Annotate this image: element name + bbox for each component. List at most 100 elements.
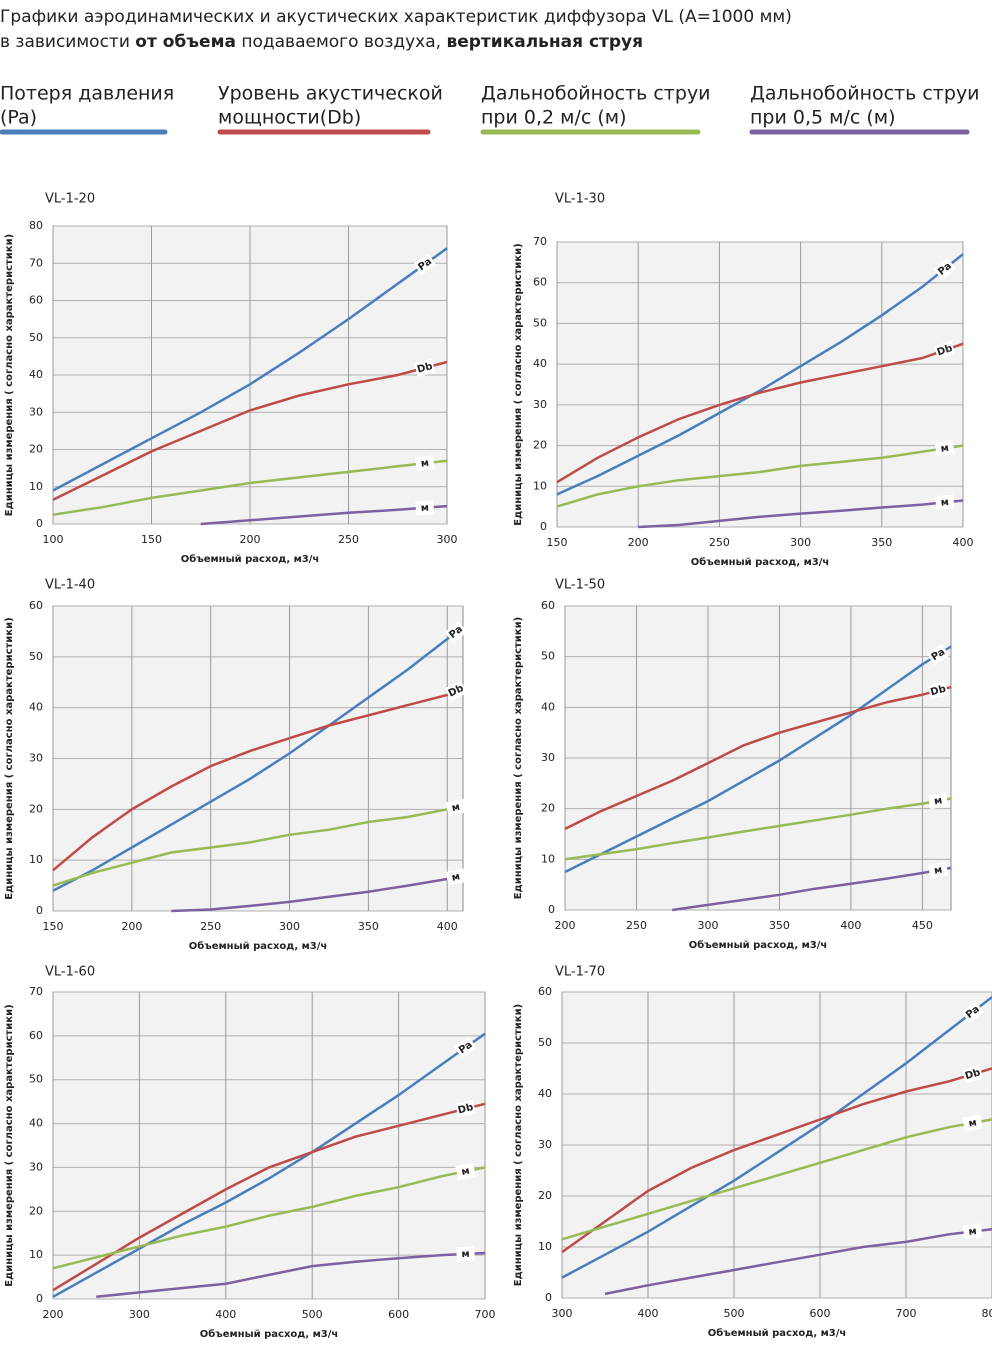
- series-line: [96, 1251, 486, 1299]
- series-line: [52, 686, 464, 872]
- x-tick-label: 100: [43, 533, 64, 546]
- chart-title: VL-1-60: [45, 965, 95, 980]
- y-tick-label: 40: [533, 357, 547, 370]
- y-tick-label: 30: [29, 405, 43, 418]
- x-tick-label: 300: [790, 536, 811, 549]
- subtitle-part: подаваемого воздуха,: [236, 32, 447, 52]
- legend-label: Уровень акустической: [218, 83, 443, 105]
- series-label: м: [451, 802, 461, 815]
- x-tick-label: 250: [709, 536, 730, 549]
- x-tick-label: 300: [129, 1308, 150, 1321]
- y-tick-label: 40: [29, 701, 43, 714]
- series-label: м: [968, 1117, 978, 1129]
- y-tick-label: 10: [538, 1240, 552, 1253]
- legend-label: при 0,2 м/с (м): [481, 107, 627, 129]
- series-label: Db: [416, 361, 434, 376]
- y-axis-label: Единицы измерения ( согласно характерист…: [4, 1004, 15, 1286]
- y-tick-label: 10: [29, 853, 43, 866]
- y-tick-label: 50: [541, 650, 555, 663]
- series-line: [200, 504, 448, 526]
- series-line: [52, 247, 448, 492]
- y-tick-label: 70: [29, 256, 43, 269]
- series-line: [564, 685, 952, 831]
- series-label-bg: [962, 1223, 983, 1240]
- y-tick-label: 0: [545, 1291, 552, 1304]
- series-label-bg: [933, 257, 957, 280]
- plot-area: [52, 991, 486, 1300]
- series-label-bg: [962, 1064, 984, 1084]
- y-tick-label: 10: [541, 852, 555, 865]
- y-tick-label: 70: [29, 985, 43, 998]
- y-tick-label: 50: [29, 650, 43, 663]
- y-tick-label: 20: [533, 439, 547, 452]
- x-tick-label: 400: [840, 919, 861, 932]
- x-axis-label: Объемный расход, м3/ч: [181, 553, 320, 565]
- x-axis-label: Объемный расход, м3/ч: [689, 939, 828, 951]
- legend-label: Дальнобойность струи: [750, 83, 980, 105]
- y-tick-label: 60: [29, 599, 43, 612]
- series-label: м: [451, 871, 461, 884]
- x-tick-label: 200: [43, 1308, 64, 1321]
- x-tick-label: 400: [638, 1307, 659, 1320]
- x-axis-label: Объемный расход, м3/ч: [708, 1327, 847, 1339]
- series-label-bg: [928, 861, 949, 879]
- y-tick-label: 60: [541, 599, 555, 612]
- series-label-bg: [455, 1099, 477, 1118]
- x-tick-label: 250: [338, 533, 359, 546]
- series-label-bg: [445, 868, 467, 886]
- header-subtitle: в зависимости от объема подаваемого возд…: [0, 32, 643, 52]
- x-tick-label: 400: [953, 536, 974, 549]
- series-label-bg: [444, 680, 468, 701]
- series-label: Db: [936, 343, 954, 359]
- plot-area: [556, 241, 964, 528]
- y-tick-label: 20: [29, 802, 43, 815]
- x-tick-label: 150: [547, 536, 568, 549]
- x-axis-label: Объемный расход, м3/ч: [691, 556, 830, 568]
- series-line: [564, 645, 952, 874]
- y-tick-label: 20: [538, 1189, 552, 1202]
- series-label-bg: [933, 340, 956, 360]
- x-tick-label: 300: [552, 1307, 573, 1320]
- series-label: м: [940, 443, 950, 455]
- y-tick-label: 30: [541, 751, 555, 764]
- y-tick-label: 40: [541, 700, 555, 713]
- subtitle-part: в зависимости: [0, 32, 135, 52]
- series-line: [52, 625, 464, 892]
- y-tick-label: 60: [538, 985, 552, 998]
- series-line: [556, 444, 964, 508]
- y-tick-label: 20: [29, 1204, 43, 1217]
- series-line: [604, 1227, 992, 1296]
- series-line: [52, 1032, 486, 1298]
- y-tick-label: 40: [29, 1117, 43, 1130]
- x-tick-label: 700: [896, 1307, 917, 1320]
- series-line: [171, 874, 464, 913]
- series-label-bg: [415, 455, 435, 472]
- y-tick-label: 70: [533, 235, 547, 248]
- series-label-bg: [961, 1000, 985, 1024]
- series-label: м: [420, 458, 429, 470]
- legend-label: Дальнобойность струи: [481, 83, 711, 105]
- x-tick-label: 150: [141, 533, 162, 546]
- chart-title: VL-1-50: [555, 578, 605, 593]
- x-tick-label: 300: [279, 920, 300, 933]
- series-label: Db: [457, 1102, 475, 1116]
- x-tick-label: 350: [871, 536, 892, 549]
- x-tick-label: 500: [302, 1308, 323, 1321]
- chart-title: VL-1-40: [45, 578, 95, 593]
- y-axis-label: Единицы измерения ( согласно характерист…: [4, 234, 15, 516]
- x-tick-label: 350: [358, 920, 379, 933]
- x-tick-label: 250: [626, 919, 647, 932]
- series-line: [564, 797, 952, 861]
- series-label-bg: [928, 792, 949, 810]
- series-label: Db: [964, 1067, 982, 1082]
- series-line: [52, 360, 448, 501]
- series-label-bg: [415, 500, 435, 516]
- series-line: [52, 804, 464, 887]
- header-title: Графики аэродинамических и акустических …: [0, 7, 792, 27]
- x-tick-label: 700: [475, 1308, 496, 1321]
- x-tick-label: 800: [982, 1307, 992, 1320]
- y-tick-label: 10: [29, 480, 43, 493]
- subtitle-part: от объема: [135, 32, 236, 52]
- subtitle-part: вертикальная струя: [446, 32, 643, 52]
